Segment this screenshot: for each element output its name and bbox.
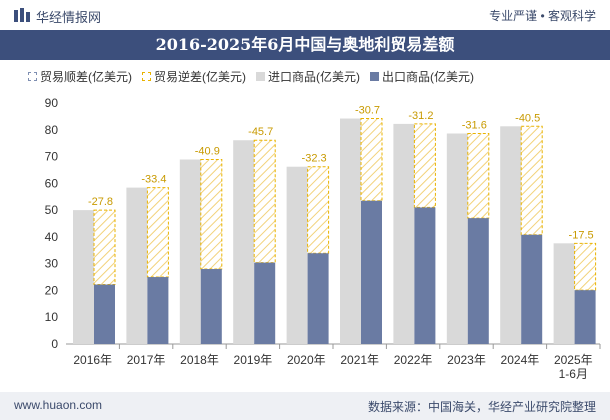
x-tick-label: 1-6月 — [559, 367, 588, 381]
x-tick-label: 2017年 — [127, 353, 166, 367]
legend-label-surplus: 贸易顺差(亿美元) — [40, 69, 132, 84]
deficit-data-label: -17.5 — [569, 229, 594, 241]
export-bar — [574, 290, 596, 344]
import-bar — [179, 159, 201, 344]
deficit-segment — [413, 123, 436, 208]
import-bar — [126, 187, 148, 344]
y-tick-label: 90 — [45, 96, 59, 110]
y-tick-label: 20 — [45, 283, 59, 297]
deficit-data-label: -30.7 — [355, 105, 380, 117]
y-tick-label: 0 — [51, 337, 58, 351]
legend-swatch-surplus — [28, 71, 37, 81]
export-bar — [94, 284, 115, 344]
deficit-data-label: -31.6 — [462, 120, 487, 132]
deficit-data-label: -40.5 — [515, 112, 540, 124]
import-bar — [393, 123, 415, 345]
deficit-segment — [146, 187, 169, 278]
footer-site: www.huaon.com — [14, 398, 103, 412]
legend-item-deficit: 贸易逆差(亿美元) — [142, 68, 246, 85]
export-bar — [361, 200, 382, 344]
chart-title: 2016-2025年6月中国与奥地利贸易差额 — [155, 35, 455, 54]
x-tick-label: 2019年 — [234, 353, 273, 367]
legend-item-import: 进口商品(亿美元) — [256, 68, 360, 85]
deficit-segment — [467, 133, 490, 219]
export-bar — [467, 218, 489, 344]
import-bar — [340, 118, 361, 344]
slogan: 专业严谨 • 客观科学 — [489, 9, 596, 23]
import-bar — [446, 133, 468, 344]
x-tick-label: 2025年 — [554, 353, 593, 367]
footer-bar — [0, 392, 610, 420]
title-bar — [0, 30, 610, 60]
legend-label-deficit: 贸易逆差(亿美元) — [154, 69, 246, 84]
deficit-segment — [520, 125, 543, 236]
x-tick-label: 2020年 — [287, 353, 326, 367]
bar-chart: 0 10 20 30 40 50 60 70 80 90 -27.8 2016年 -33.4 2017年… — [45, 96, 601, 381]
y-tick-label: 80 — [45, 123, 59, 137]
export-bar — [147, 277, 169, 344]
deficit-data-label: -33.4 — [141, 174, 166, 186]
top-bar: 华经情报网 专业严谨 • 客观科学 — [0, 0, 610, 30]
legend-swatch-deficit — [142, 71, 151, 81]
deficit-segment — [360, 118, 383, 202]
legend-item-surplus: 贸易顺差(亿美元) — [28, 68, 132, 85]
deficit-segment — [253, 139, 276, 264]
import-bar — [553, 243, 575, 344]
legend-item-export: 出口商品(亿美元) — [370, 68, 474, 85]
import-bar — [286, 166, 308, 344]
y-tick-label: 40 — [45, 230, 59, 244]
deficit-data-label: -31.2 — [408, 110, 433, 122]
export-bar — [521, 234, 543, 344]
x-tick-label: 2022年 — [394, 353, 433, 367]
y-tick-label: 30 — [45, 257, 59, 271]
deficit-data-label: -40.9 — [195, 146, 220, 158]
x-tick-label: 2023年 — [447, 353, 486, 367]
deficit-data-label: -27.8 — [88, 196, 113, 208]
deficit-segment — [307, 166, 330, 254]
import-bar — [73, 210, 94, 344]
x-tick-label: 2024年 — [501, 353, 540, 367]
legend-swatch-import — [256, 71, 265, 81]
y-tick-label: 10 — [45, 310, 59, 324]
import-bar — [500, 126, 522, 344]
logo-icon — [14, 8, 30, 22]
export-bar — [200, 269, 222, 344]
y-tick-label: 60 — [45, 176, 59, 190]
deficit-segment — [200, 159, 223, 270]
legend-swatch-export — [370, 71, 379, 81]
export-bar — [307, 253, 329, 344]
y-tick-label: 70 — [45, 150, 59, 164]
deficit-segment — [93, 209, 116, 286]
deficit-data-label: -32.3 — [302, 153, 327, 165]
export-bar — [414, 207, 436, 344]
x-tick-label: 2021年 — [340, 353, 379, 367]
y-tick-label: 50 — [45, 203, 59, 217]
legend-label-export: 出口商品(亿美元) — [382, 69, 474, 84]
deficit-segment — [574, 242, 597, 291]
x-tick-label: 2016年 — [73, 353, 112, 367]
legend-label-import: 进口商品(亿美元) — [268, 69, 360, 84]
brand-name: 华经情报网 — [36, 10, 102, 25]
x-tick-label: 2018年 — [180, 353, 219, 367]
deficit-data-label: -45.7 — [248, 126, 273, 138]
legend: 贸易顺差(亿美元) 贸易逆差(亿美元) 进口商品(亿美元) 出口商品(亿美元) — [28, 66, 474, 86]
export-bar — [254, 262, 276, 344]
footer-source: 数据来源：中国海关，华经产业研究院整理 — [367, 400, 596, 414]
import-bar — [233, 140, 255, 344]
